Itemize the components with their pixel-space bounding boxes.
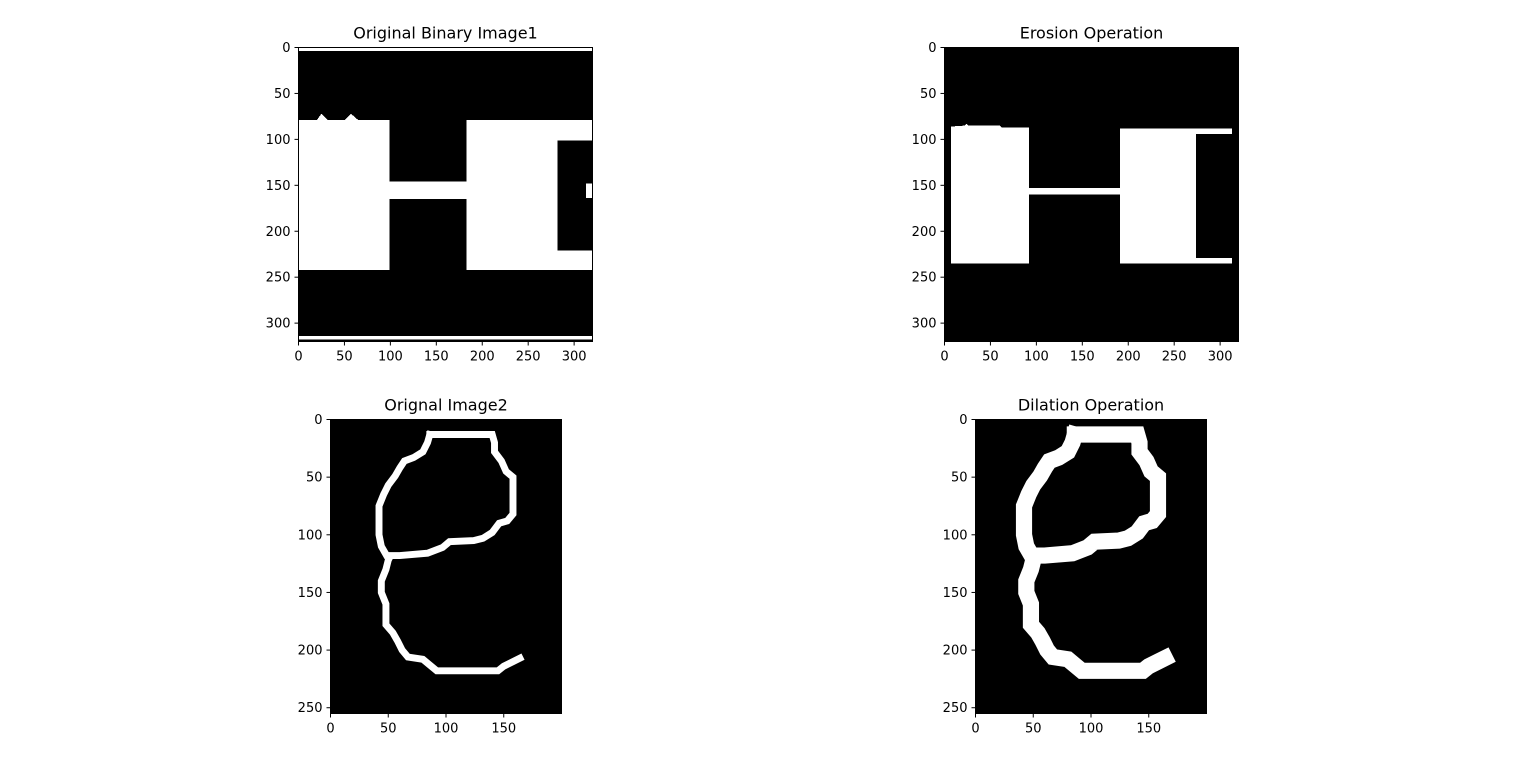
x-tick-label: 150 bbox=[1070, 350, 1095, 365]
y-tick-label: 100 bbox=[943, 528, 968, 543]
x-tick-label: 50 bbox=[1025, 722, 1042, 737]
axes-frame bbox=[944, 47, 1239, 342]
y-tick-label: 100 bbox=[298, 528, 323, 543]
white-region-2 bbox=[586, 183, 593, 199]
y-tick-label: 0 bbox=[928, 41, 936, 56]
panel-title: Erosion Operation bbox=[1020, 24, 1164, 43]
image-content bbox=[1015, 424, 1176, 679]
white-region-1 bbox=[298, 113, 593, 270]
panel-title: Orignal Image2 bbox=[384, 396, 508, 415]
glyph-stroke-1 bbox=[1015, 424, 1085, 566]
white-region-3 bbox=[298, 335, 593, 340]
y-tick-label: 200 bbox=[298, 644, 323, 659]
x-tick-label: 50 bbox=[336, 350, 353, 365]
x-tick-label: 250 bbox=[516, 350, 541, 365]
y-tick-label: 250 bbox=[912, 271, 937, 286]
axes-frame bbox=[298, 47, 593, 342]
y-tick-label: 150 bbox=[912, 179, 937, 194]
y-tick-label: 150 bbox=[298, 586, 323, 601]
y-tick-label: 100 bbox=[266, 133, 291, 148]
glyph-stroke-1 bbox=[375, 430, 435, 560]
x-tick-label: 200 bbox=[1116, 350, 1141, 365]
y-tick-label: 200 bbox=[943, 644, 968, 659]
x-tick-label: 0 bbox=[326, 722, 334, 737]
panel-title: Original Binary Image1 bbox=[353, 24, 537, 43]
x-tick-label: 200 bbox=[470, 350, 495, 365]
panel-original-binary-image1: Original Binary Image1 0 50 100 150 200 250 300… bbox=[266, 24, 593, 365]
panel-erosion-operation: Erosion Operation 0 50 100 150 200 250 300 0 50 10… bbox=[912, 24, 1239, 365]
x-tick-label: 50 bbox=[380, 722, 397, 737]
white-region-0 bbox=[298, 47, 593, 52]
y-tick-label: 50 bbox=[274, 87, 291, 102]
x-tick-label: 150 bbox=[424, 350, 449, 365]
image-background bbox=[330, 419, 562, 714]
y-tick-label: 300 bbox=[912, 317, 937, 332]
y-tick-label: 250 bbox=[266, 271, 291, 286]
x-tick-label: 150 bbox=[491, 722, 516, 737]
y-tick-label: 0 bbox=[282, 41, 290, 56]
y-tick-label: 0 bbox=[314, 413, 322, 428]
x-tick-label: 300 bbox=[1208, 350, 1233, 365]
white-region-0 bbox=[950, 123, 1233, 264]
x-tick-label: 250 bbox=[1162, 350, 1187, 365]
image-content bbox=[375, 430, 525, 675]
x-tick-label: 150 bbox=[1136, 722, 1161, 737]
y-tick-label: 200 bbox=[912, 225, 937, 240]
y-tick-label: 250 bbox=[943, 701, 968, 716]
panel-title: Dilation Operation bbox=[1018, 396, 1164, 415]
x-tick-label: 100 bbox=[378, 350, 403, 365]
x-tick-label: 0 bbox=[940, 350, 948, 365]
image-content bbox=[298, 47, 593, 340]
y-tick-label: 150 bbox=[266, 179, 291, 194]
y-tick-label: 300 bbox=[266, 317, 291, 332]
y-tick-label: 200 bbox=[266, 225, 291, 240]
y-tick-label: 250 bbox=[298, 701, 323, 716]
y-tick-label: 50 bbox=[920, 87, 937, 102]
x-tick-label: 0 bbox=[971, 722, 979, 737]
x-tick-label: 50 bbox=[982, 350, 999, 365]
x-tick-label: 100 bbox=[434, 722, 459, 737]
y-tick-label: 50 bbox=[951, 471, 968, 486]
y-tick-label: 0 bbox=[959, 413, 967, 428]
x-tick-label: 300 bbox=[562, 350, 587, 365]
x-tick-label: 100 bbox=[1079, 722, 1104, 737]
y-tick-label: 100 bbox=[912, 133, 937, 148]
y-tick-label: 150 bbox=[943, 586, 968, 601]
panel-original-image2: Orignal Image2 0 50 100 150 0 50 100 150 200 250 bbox=[298, 396, 562, 737]
y-tick-label: 50 bbox=[306, 471, 323, 486]
x-tick-label: 100 bbox=[1024, 350, 1049, 365]
x-tick-label: 0 bbox=[294, 350, 302, 365]
panel-dilation-operation: Dilation Operation 0 50 100 150 0 50 100 150 200 2… bbox=[943, 396, 1207, 737]
image-content bbox=[950, 123, 1233, 264]
